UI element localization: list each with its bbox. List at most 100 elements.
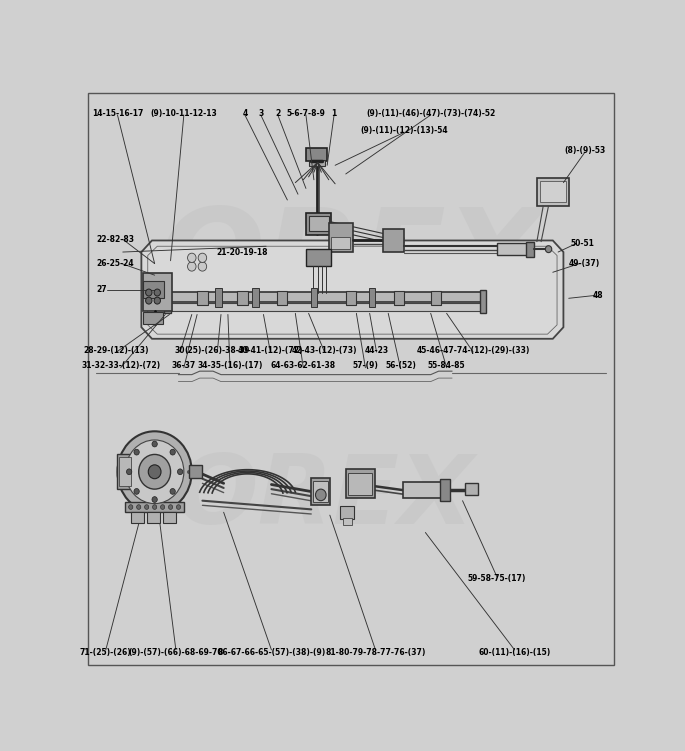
Bar	[306, 249, 332, 267]
Text: 49-(37): 49-(37)	[569, 259, 600, 268]
Bar	[306, 213, 332, 234]
Circle shape	[152, 496, 158, 502]
Bar	[197, 291, 208, 305]
Circle shape	[134, 488, 139, 494]
Text: 50-51: 50-51	[570, 239, 594, 248]
Bar	[431, 291, 441, 305]
Circle shape	[154, 297, 160, 304]
Bar	[143, 281, 164, 298]
Circle shape	[198, 253, 207, 262]
Bar	[131, 512, 144, 523]
Bar	[346, 291, 356, 305]
Circle shape	[136, 505, 141, 509]
Bar	[331, 237, 350, 249]
Circle shape	[177, 469, 183, 475]
Bar	[164, 290, 171, 312]
Text: 22-82-83: 22-82-83	[96, 235, 134, 244]
Text: 71-(25)-(26): 71-(25)-(26)	[80, 647, 132, 656]
Text: 30: 30	[175, 346, 186, 354]
Bar	[143, 273, 172, 311]
Circle shape	[134, 449, 139, 455]
Bar	[383, 229, 404, 252]
Text: 55-84-85: 55-84-85	[428, 361, 465, 370]
Bar	[393, 291, 404, 305]
Bar	[125, 502, 184, 512]
Text: 26-25-24: 26-25-24	[96, 259, 134, 268]
Text: OREX: OREX	[175, 451, 474, 544]
Bar	[340, 506, 353, 519]
Circle shape	[148, 465, 161, 478]
Circle shape	[152, 441, 158, 447]
Bar	[119, 457, 132, 486]
Bar	[147, 512, 160, 523]
Circle shape	[169, 505, 173, 509]
Text: (9)-(11)-(12)-(13)-54: (9)-(11)-(12)-(13)-54	[360, 126, 448, 135]
Bar	[540, 182, 566, 202]
Text: 28-29-(12)-(13): 28-29-(12)-(13)	[84, 346, 149, 354]
Bar	[308, 159, 325, 167]
Circle shape	[170, 488, 175, 494]
Circle shape	[118, 431, 192, 512]
Circle shape	[125, 440, 184, 504]
Circle shape	[145, 505, 149, 509]
Text: 42-43-(12)-(73): 42-43-(12)-(73)	[292, 346, 358, 354]
Bar	[479, 290, 486, 312]
Circle shape	[170, 449, 175, 455]
Text: 56-(52): 56-(52)	[385, 361, 416, 370]
Text: 5-6-7-8-9: 5-6-7-8-9	[286, 109, 325, 118]
Text: (8)-(9)-53: (8)-(9)-53	[564, 146, 606, 155]
Circle shape	[146, 297, 152, 304]
Bar	[526, 242, 534, 257]
Text: (25)-(26)-38-39: (25)-(26)-38-39	[184, 346, 250, 354]
Text: 40-41-(12)-(72): 40-41-(12)-(72)	[238, 346, 303, 354]
Circle shape	[188, 262, 196, 271]
Text: 36-37: 36-37	[172, 361, 196, 370]
Bar	[118, 454, 132, 489]
Bar	[162, 512, 176, 523]
Bar	[342, 518, 352, 525]
Circle shape	[198, 262, 207, 271]
Bar	[308, 216, 329, 231]
Text: 21-20-19-18: 21-20-19-18	[216, 248, 268, 257]
Circle shape	[545, 246, 551, 252]
Text: 86-67-66-65-(57)-(38)-(9): 86-67-66-65-(57)-(38)-(9)	[217, 647, 325, 656]
Bar	[403, 481, 443, 498]
Bar	[168, 303, 481, 311]
Bar	[277, 291, 288, 305]
Circle shape	[138, 454, 171, 489]
Polygon shape	[141, 240, 563, 339]
Bar	[369, 288, 375, 307]
Bar	[313, 481, 327, 502]
Circle shape	[146, 289, 152, 296]
Text: 34-35-(16)-(17): 34-35-(16)-(17)	[197, 361, 263, 370]
Bar	[465, 483, 478, 496]
Text: 44-23: 44-23	[364, 346, 388, 354]
Circle shape	[177, 505, 181, 509]
Bar	[537, 178, 569, 206]
Circle shape	[129, 505, 133, 509]
Text: 31-32-33-(12)-(72): 31-32-33-(12)-(72)	[81, 361, 160, 370]
Bar	[440, 478, 450, 501]
Text: OREX: OREX	[159, 203, 543, 324]
Bar	[215, 288, 221, 307]
Text: (9)-(57)-(66)-68-69-70: (9)-(57)-(66)-68-69-70	[129, 647, 223, 656]
Text: 81-80-79-78-77-76-(37): 81-80-79-78-77-76-(37)	[325, 647, 425, 656]
Bar	[497, 243, 529, 255]
Text: 4: 4	[242, 109, 247, 118]
Bar	[349, 473, 373, 495]
Bar	[143, 312, 163, 324]
Text: 3: 3	[258, 109, 264, 118]
Bar	[168, 292, 481, 303]
Text: 48: 48	[593, 291, 603, 300]
Circle shape	[188, 253, 196, 262]
Text: (9)-10-11-12-13: (9)-10-11-12-13	[151, 109, 217, 118]
Text: 27: 27	[96, 285, 107, 294]
Circle shape	[127, 469, 132, 475]
Text: 57-(9): 57-(9)	[353, 361, 378, 370]
Bar	[329, 223, 353, 252]
Text: 45-46-47-74-(12)-(29)-(33): 45-46-47-74-(12)-(29)-(33)	[416, 346, 530, 354]
Text: (9)-(11)-(46)-(47)-(73)-(74)-52: (9)-(11)-(46)-(47)-(73)-(74)-52	[366, 109, 495, 118]
Bar	[311, 288, 317, 307]
Circle shape	[154, 289, 160, 296]
Bar	[306, 148, 327, 161]
